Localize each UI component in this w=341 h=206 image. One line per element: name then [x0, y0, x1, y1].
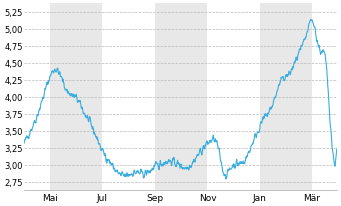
Bar	[260, 4, 312, 190]
Bar	[155, 4, 207, 190]
Bar	[50, 4, 102, 190]
